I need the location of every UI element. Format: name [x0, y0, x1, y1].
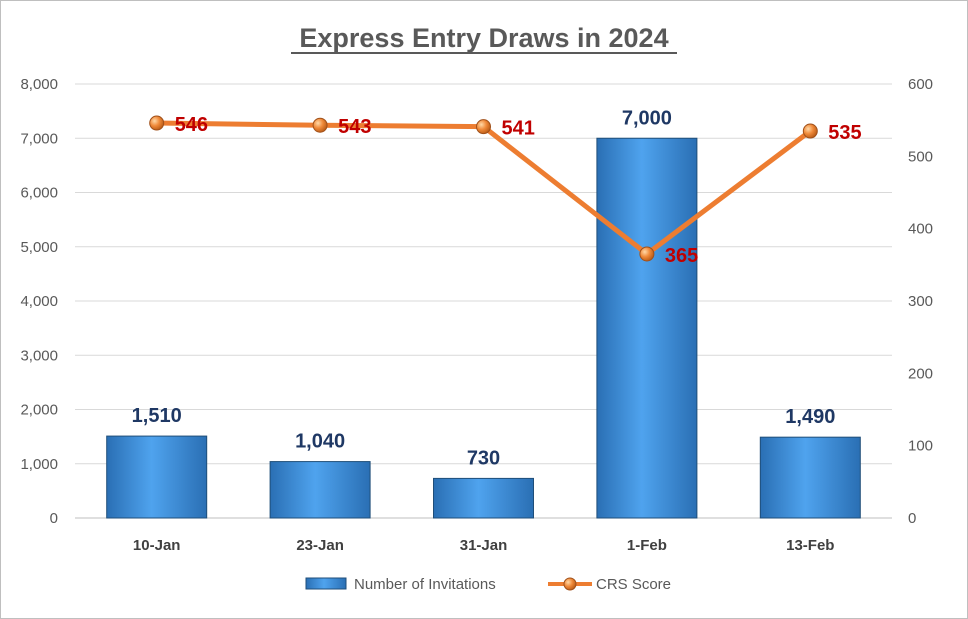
crs-score-data-label: 365	[665, 245, 698, 267]
left-axis-tick-label: 0	[50, 510, 58, 527]
bar-data-label: 1,510	[132, 405, 182, 427]
crs-score-data-label: 541	[502, 118, 535, 140]
crs-score-data-label: 543	[338, 116, 371, 138]
bar	[759, 436, 861, 519]
left-axis-tick-label: 7,000	[20, 130, 58, 147]
crs-score-data-label: 535	[828, 122, 861, 144]
left-axis-tick-label: 2,000	[20, 402, 58, 419]
right-axis-tick-label: 200	[908, 365, 933, 382]
right-axis-tick-label: 400	[908, 221, 933, 238]
x-axis-category-label: 1-Feb	[627, 537, 667, 554]
bar	[269, 461, 371, 519]
crs-score-marker	[802, 123, 818, 139]
bar-data-label: 7,000	[622, 107, 672, 129]
right-axis-tick-label: 300	[908, 293, 933, 310]
bar	[433, 477, 534, 519]
left-axis-tick-label: 4,000	[20, 293, 58, 310]
crs-score-marker	[639, 246, 655, 262]
left-axis-tick-label: 5,000	[20, 239, 58, 256]
legend: Number of Invitations CRS Score	[305, 576, 671, 593]
bar	[106, 435, 208, 519]
bar	[596, 137, 698, 519]
bar-data-label: 1,490	[785, 406, 835, 428]
x-axis-category-label: 31-Jan	[460, 537, 508, 554]
chart-title: Express Entry Draws in 2024	[299, 23, 668, 53]
crs-score-marker	[149, 115, 165, 131]
right-axis-tick-label: 0	[908, 510, 916, 527]
legend-label-crs-score: CRS Score	[596, 576, 671, 593]
right-axis-tick-label: 100	[908, 438, 933, 455]
right-axis-tick-label: 500	[908, 148, 933, 165]
legend-line-marker	[563, 577, 577, 591]
crs-score-data-label: 546	[175, 114, 208, 136]
left-axis-tick-label: 3,000	[20, 347, 58, 364]
x-axis-category-label: 10-Jan	[133, 537, 181, 554]
crs-score-marker	[476, 119, 491, 135]
x-axis-category-label: 13-Feb	[786, 537, 834, 554]
left-axis-tick-label: 6,000	[20, 185, 58, 202]
bar-data-label: 1,040	[295, 431, 345, 453]
legend-label-invitations: Number of Invitations	[354, 576, 496, 593]
right-axis-tick-label: 600	[908, 76, 933, 93]
x-axis-category-label: 23-Jan	[296, 537, 344, 554]
legend-bar-swatch	[305, 577, 347, 590]
bar-data-label: 730	[467, 447, 500, 469]
crs-score-line	[154, 120, 813, 257]
crs-score-marker	[312, 117, 328, 133]
left-axis-tick-label: 8,000	[20, 76, 58, 93]
left-axis-tick-label: 1,000	[20, 456, 58, 473]
